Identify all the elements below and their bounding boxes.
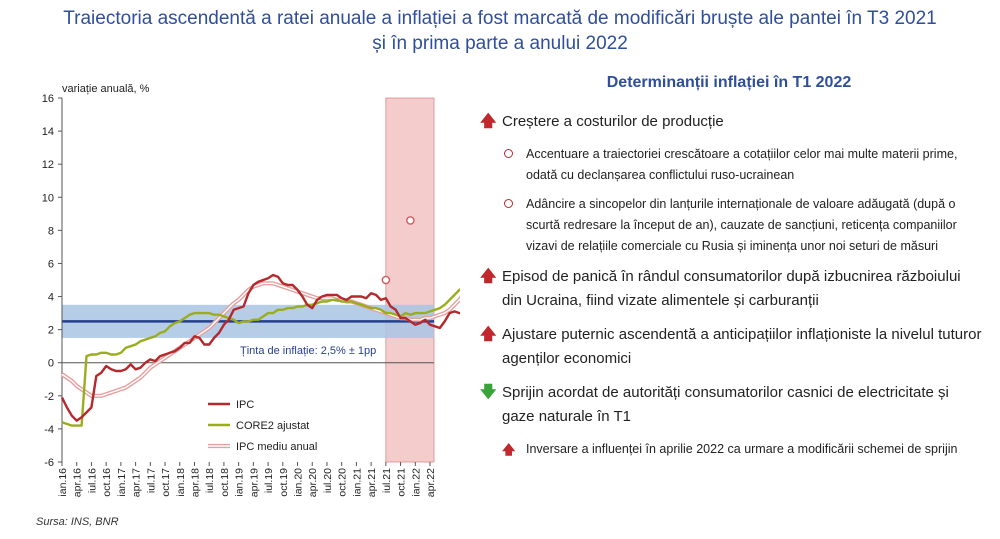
target-label: Ținta de inflație: 2,5% ± 1pp bbox=[240, 345, 376, 357]
y-tick-label: 10 bbox=[42, 192, 54, 204]
series-line-ipc bbox=[60, 273, 460, 422]
x-tick-label: oct.18 bbox=[219, 468, 231, 497]
data-marker bbox=[406, 216, 415, 225]
x-tick-label: ian.18 bbox=[175, 468, 187, 497]
slide-title: Traiectoria ascendentă a ratei anuale a … bbox=[63, 8, 937, 54]
y-tick-label: 16 bbox=[42, 93, 54, 105]
arrow-up-icon: 🡅 bbox=[480, 113, 497, 130]
chart-legend: IPC CORE2 ajustat IPC mediu anual bbox=[208, 399, 317, 453]
x-tick-label: iul.16 bbox=[86, 468, 98, 493]
legend-label: IPC mediu anual bbox=[236, 441, 317, 453]
y-tick-label: 6 bbox=[48, 258, 54, 270]
y-tick-label: -2 bbox=[44, 391, 54, 403]
x-tick-label: ian.21 bbox=[351, 468, 363, 497]
y-tick-label: 12 bbox=[42, 159, 54, 171]
x-tick-label: apr.21 bbox=[366, 468, 378, 497]
highlight-period bbox=[385, 97, 435, 463]
y-tick-label: -4 bbox=[44, 424, 54, 436]
determinant-item: 🡅 Creștere a costurilor de producție bbox=[474, 110, 984, 134]
y-tick-label: 0 bbox=[48, 358, 54, 370]
x-tick-label: ian.17 bbox=[116, 468, 128, 497]
x-tick-label: apr.17 bbox=[131, 468, 143, 497]
legend-label: IPC bbox=[236, 399, 254, 411]
arrow-up-icon: 🡅 bbox=[480, 326, 497, 343]
sub-bullet: Accentuare a traiectoriei crescătoare a … bbox=[474, 144, 984, 186]
x-tick-label: oct.21 bbox=[396, 468, 408, 497]
legend-label: CORE2 ajustat bbox=[236, 420, 309, 432]
arrow-up-icon: 🡅 bbox=[502, 442, 516, 457]
x-tick-label: ian.16 bbox=[57, 468, 69, 497]
determinant-text: Ajustare puternic ascendentă a anticipaț… bbox=[502, 326, 982, 367]
panel-title: Determinanții inflației în T1 2022 bbox=[606, 74, 852, 91]
x-tick-label: oct.19 bbox=[278, 468, 290, 497]
x-tick-label: oct.16 bbox=[101, 468, 113, 497]
sub-bullet-text: Inversare a influenței în aprilie 2022 c… bbox=[526, 442, 958, 456]
determinant-text: Sprijin acordat de autorități consumator… bbox=[502, 384, 949, 425]
source-note: Sursa: INS, BNR bbox=[36, 516, 119, 528]
circle-bullet-icon bbox=[504, 199, 513, 208]
y-axis-label: variație anuală, % bbox=[62, 83, 150, 95]
series-line-core2 bbox=[61, 288, 460, 427]
x-tick-label: oct.20 bbox=[337, 468, 349, 497]
y-tick-label: 8 bbox=[48, 225, 54, 237]
determinant-item: 🡇 Sprijin acordat de autorități consumat… bbox=[474, 381, 984, 429]
sub-bullet-text: Accentuare a traiectoriei crescătoare a … bbox=[526, 147, 958, 182]
sub-bullet: 🡅 Inversare a influenței în aprilie 2022… bbox=[474, 439, 984, 460]
determinant-text: Episod de panică în rândul consumatorilo… bbox=[502, 268, 961, 309]
arrow-down-icon: 🡇 bbox=[480, 384, 497, 401]
y-tick-label: 2 bbox=[48, 325, 54, 337]
x-tick-label: iul.20 bbox=[322, 468, 334, 493]
x-tick-label: apr.22 bbox=[425, 468, 437, 497]
highlight-period-layer bbox=[385, 97, 435, 463]
series-line-ipc-mediu-anual-inner bbox=[61, 282, 460, 397]
determinant-item: 🡅 Ajustare puternic ascendentă a anticip… bbox=[474, 323, 984, 371]
x-tick-label: apr.18 bbox=[189, 468, 201, 497]
y-tick-label: -6 bbox=[44, 457, 54, 469]
x-tick-label: apr.19 bbox=[248, 468, 260, 497]
x-tick-label: ian.19 bbox=[234, 468, 246, 497]
x-tick-label: ian.22 bbox=[410, 468, 422, 497]
determinant-item: 🡅 Episod de panică în rândul consumatori… bbox=[474, 265, 984, 313]
x-tick-label: iul.18 bbox=[204, 468, 216, 493]
sub-bullet: Adâncire a sincopelor din lanțurile inte… bbox=[474, 194, 984, 257]
circle-bullet-icon bbox=[504, 149, 513, 158]
x-tick-label: apr.16 bbox=[72, 468, 84, 497]
sub-bullet-text: Adâncire a sincopelor din lanțurile inte… bbox=[526, 197, 957, 253]
y-tick-label: 4 bbox=[48, 292, 54, 304]
arrow-up-icon: 🡅 bbox=[480, 268, 497, 285]
y-tick-label: 14 bbox=[42, 126, 54, 138]
x-tick-label: oct.17 bbox=[160, 468, 172, 497]
determinants-panel: Determinanții inflației în T1 2022 🡅 Cre… bbox=[474, 74, 984, 468]
x-tick-label: iul.21 bbox=[381, 468, 393, 493]
determinant-text: Creștere a costurilor de producție bbox=[502, 113, 724, 130]
x-tick-label: iul.19 bbox=[263, 468, 275, 493]
data-marker bbox=[381, 275, 391, 285]
x-tick-label: iul.17 bbox=[145, 468, 157, 493]
x-tick-label: ian.20 bbox=[293, 468, 305, 497]
x-tick-label: apr.20 bbox=[307, 468, 319, 497]
series-layer bbox=[60, 216, 460, 427]
